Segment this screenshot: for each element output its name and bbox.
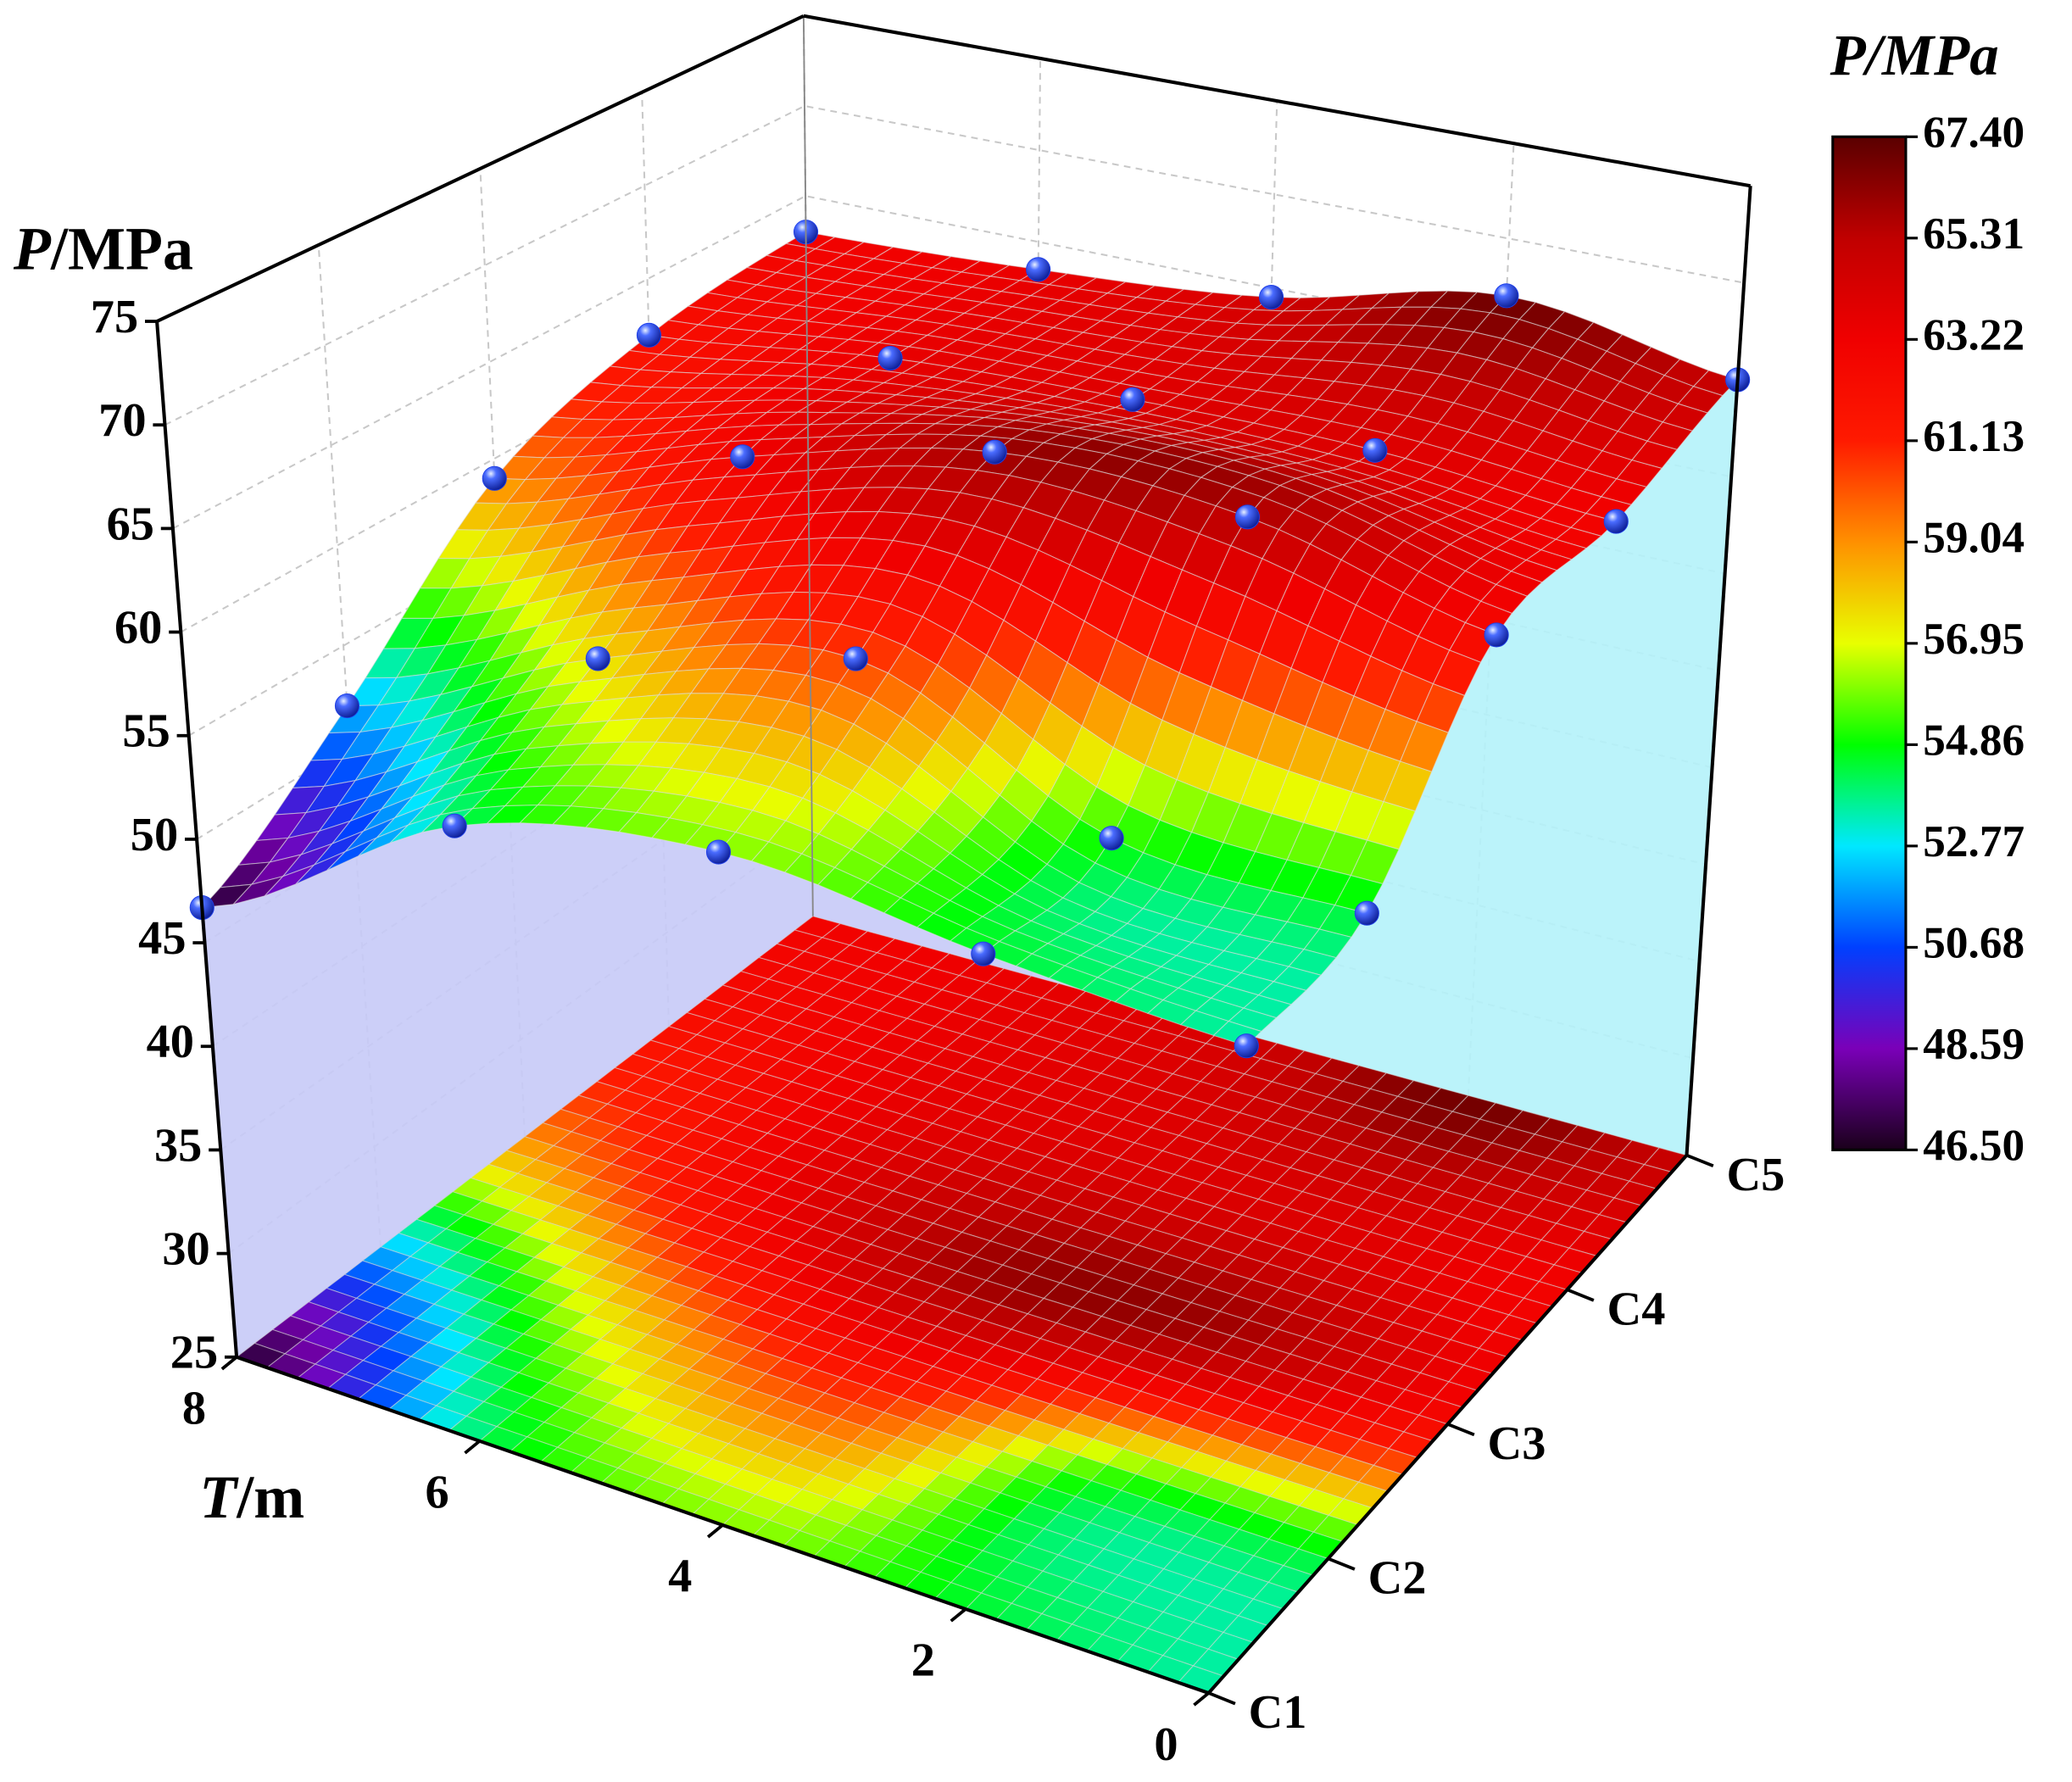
colorbar-title: P/MPa [1830, 23, 1999, 87]
colorbar-tick-label: 54.86 [1923, 716, 2025, 766]
data-point [1484, 622, 1509, 648]
data-point [636, 322, 662, 348]
data-point [1362, 437, 1388, 463]
z-tick-label: 75 [91, 291, 138, 343]
z-tick-label: 60 [114, 602, 162, 654]
x-tick [1193, 1691, 1210, 1707]
category-tick [1207, 1691, 1236, 1706]
x-tick [706, 1523, 724, 1539]
z-axis-title: P/MPa [13, 214, 193, 282]
z-tick-label: 30 [162, 1223, 209, 1276]
colorbar-tick-label: 56.95 [1923, 614, 2025, 664]
x-tick-label: 0 [1154, 1718, 1178, 1771]
data-point [1354, 900, 1379, 926]
data-point [877, 345, 903, 371]
data-point [334, 693, 360, 719]
x-axis-title: T/m [199, 1463, 304, 1531]
z-tick-label: 45 [138, 912, 186, 965]
colorbar-tick-label: 61.13 [1923, 411, 2025, 461]
grid-line [164, 104, 1745, 426]
z-tick-label: 65 [107, 498, 154, 550]
z-tick-label: 25 [170, 1327, 218, 1379]
x-tick [950, 1607, 967, 1623]
frame-line [802, 15, 814, 916]
colorbar-tick-label: 46.50 [1923, 1121, 2025, 1171]
frame-line [1685, 186, 1752, 1156]
data-point [1494, 283, 1519, 309]
data-point [1120, 387, 1145, 412]
data-point [482, 465, 507, 491]
data-point [730, 444, 755, 470]
data-point [1234, 1033, 1259, 1059]
data-point [971, 941, 996, 966]
colorbar-tick-label: 48.59 [1923, 1019, 2025, 1069]
surface [200, 231, 1739, 1047]
x-tick-label: 4 [668, 1551, 692, 1603]
x-tick [220, 1356, 238, 1371]
colorbar-tick-label: 50.68 [1923, 918, 2025, 968]
category-tick-label: C3 [1488, 1417, 1546, 1470]
frame-line [803, 14, 1752, 188]
category-tick [1566, 1288, 1595, 1302]
category-tick-label: C1 [1249, 1686, 1307, 1739]
floor-projection [235, 916, 1688, 1694]
data-point [1258, 285, 1284, 310]
x-tick-label: 6 [425, 1467, 448, 1519]
category-tick [1446, 1423, 1475, 1437]
colorbar [1831, 135, 1908, 1151]
category-tick-label: C4 [1607, 1283, 1666, 1335]
x-tick-label: 2 [911, 1634, 935, 1687]
z-tick-label: 70 [98, 394, 146, 447]
colorbar-tick-label: 52.77 [1923, 816, 2025, 866]
category-tick [1327, 1556, 1356, 1571]
data-point [1026, 257, 1051, 282]
colorbar-tick-label: 63.22 [1923, 310, 2025, 360]
data-point [705, 839, 732, 865]
category-tick [1685, 1153, 1714, 1167]
z-tick-label: 35 [154, 1119, 202, 1172]
z-tick-label: 40 [147, 1016, 194, 1068]
x-tick-label: 8 [182, 1383, 206, 1435]
colorbar-tick-label: 67.40 [1923, 108, 2025, 158]
colorbar-tick-label: 59.04 [1923, 513, 2025, 563]
data-point [1099, 826, 1124, 851]
category-tick-label: C5 [1726, 1149, 1785, 1201]
data-point [843, 646, 868, 671]
colorbar-tick-label: 65.31 [1923, 209, 2025, 259]
data-point [1603, 509, 1629, 534]
z-tick-label: 55 [122, 705, 170, 758]
data-point [585, 646, 610, 671]
frame-line [156, 14, 805, 323]
data-point [1234, 504, 1260, 530]
category-tick-label: C2 [1368, 1552, 1427, 1605]
z-tick-label: 50 [131, 809, 178, 861]
x-tick [464, 1440, 481, 1455]
data-point [442, 813, 467, 838]
data-point [982, 439, 1007, 465]
